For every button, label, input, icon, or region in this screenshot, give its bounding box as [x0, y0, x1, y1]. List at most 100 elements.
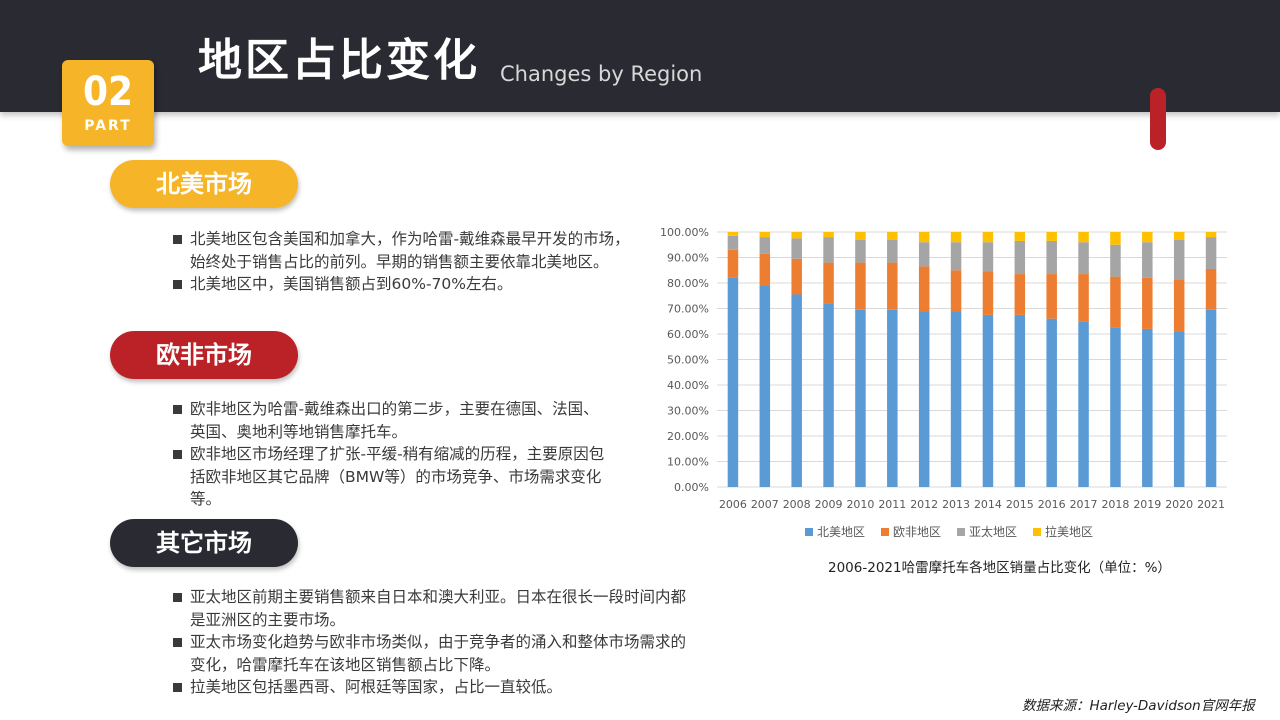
bar-segment	[1205, 237, 1217, 269]
part-number: 02	[82, 69, 134, 115]
bullet-item: 北美地区中，美国销售额占到60%-70%左右。	[173, 273, 633, 296]
bar-segment	[1205, 309, 1217, 487]
bar-segment	[823, 262, 834, 304]
x-tick-label: 2016	[1038, 498, 1066, 511]
legend-label: 欧非地区	[893, 525, 941, 539]
bar-segment	[1014, 240, 1026, 275]
x-tick-label: 2012	[910, 498, 938, 511]
bar-segment	[1142, 277, 1153, 329]
bar-segment	[1173, 279, 1185, 332]
page-title: 地区占比变化	[198, 35, 480, 86]
x-tick-label: 2008	[783, 498, 811, 511]
legend-label: 亚太地区	[969, 524, 1017, 539]
north-america-bullets: 北美地区包含美国和加拿大，作为哈雷-戴维森最早开发的市场，始终处于销售占比的前列…	[173, 228, 633, 296]
section-heading-other-markets: 其它市场	[110, 519, 298, 567]
part-badge: 02 PART	[62, 60, 154, 146]
bar-segment	[727, 249, 739, 278]
y-tick-label: 50.00%	[667, 354, 709, 367]
legend-swatch	[957, 528, 965, 536]
x-tick-label: 2019	[1133, 498, 1161, 511]
bar-segment	[823, 303, 834, 487]
bar-segment	[727, 232, 739, 236]
bar-segment	[727, 277, 739, 487]
x-tick-label: 2011	[878, 498, 906, 511]
bar-segment	[759, 232, 771, 238]
bar-segment	[1078, 321, 1089, 487]
bar-segment	[1078, 274, 1089, 322]
bar-segment	[791, 294, 802, 487]
bar-segment	[791, 232, 802, 239]
bar-segment	[759, 237, 771, 254]
bar-segment	[887, 309, 898, 487]
bar-segment	[1110, 276, 1121, 328]
x-tick-label: 2020	[1165, 498, 1193, 511]
bar-segment	[918, 232, 930, 243]
bar-segment	[727, 235, 739, 250]
bullet-item: 欧非地区市场经理了扩张-平缓-稍有缩减的历程，主要原因包括欧非地区其它品牌（BM…	[173, 443, 613, 511]
bar-segment	[1110, 244, 1121, 277]
bar-segment	[791, 258, 802, 295]
x-tick-label: 2007	[751, 498, 779, 511]
bar-segment	[1205, 268, 1217, 310]
legend-swatch	[1033, 528, 1041, 536]
y-tick-label: 40.00%	[667, 379, 709, 392]
x-tick-label: 2010	[846, 498, 874, 511]
bar-segment	[1142, 242, 1153, 278]
y-tick-label: 10.00%	[667, 456, 709, 469]
bar-segment	[950, 232, 962, 243]
bullet-item: 拉美地区包括墨西哥、阿根廷等国家，占比一直较低。	[173, 676, 693, 699]
header-bar	[0, 0, 1280, 112]
chart-caption: 2006-2021哈雷摩托车各地区销量占比变化（单位：%）	[828, 560, 1171, 576]
bar-segment	[1046, 240, 1057, 275]
bar-segment	[1142, 328, 1153, 487]
bar-segment	[855, 239, 866, 263]
bullet-item: 亚太市场变化趋势与欧非市场类似，由于竞争者的涌入和整体市场需求的变化，哈雷摩托车…	[173, 631, 693, 676]
y-tick-label: 60.00%	[667, 328, 709, 341]
bar-segment	[982, 242, 994, 272]
bar-segment	[759, 285, 771, 487]
y-tick-label: 100.00%	[660, 226, 709, 239]
bar-segment	[1110, 327, 1121, 487]
bar-segment	[1205, 232, 1217, 238]
legend-swatch	[805, 528, 813, 536]
bar-segment	[1173, 239, 1185, 280]
bar-segment	[1046, 274, 1057, 319]
bar-segment	[1173, 331, 1185, 487]
x-tick-label: 2014	[974, 498, 1002, 511]
bar-segment	[1078, 242, 1089, 275]
europe-africa-bullets: 欧非地区为哈雷-戴维森出口的第二步，主要在德国、法国、英国、奥地利等地销售摩托车…	[173, 398, 613, 511]
bar-segment	[918, 266, 930, 312]
bar-segment	[918, 311, 930, 487]
x-tick-label: 2013	[942, 498, 970, 511]
y-tick-label: 30.00%	[667, 405, 709, 418]
bar-segment	[855, 309, 866, 487]
y-tick-label: 70.00%	[667, 303, 709, 316]
x-tick-label: 2006	[719, 498, 747, 511]
bar-segment	[918, 242, 930, 267]
legend-swatch	[881, 528, 889, 536]
x-tick-label: 2018	[1101, 498, 1129, 511]
legend-label: 北美地区	[817, 525, 865, 539]
bar-segment	[1014, 274, 1026, 315]
bar-segment	[823, 232, 834, 238]
bar-segment	[982, 271, 994, 315]
bar-segment	[1046, 318, 1057, 487]
stacked-bar-chart: 0.00% 10.00% 20.00% 30.00% 40.00% 50.00% 60.00…	[660, 226, 1227, 539]
bullet-item: 亚太地区前期主要销售额来自日本和澳大利亚。日本在很长一段时间内都是亚洲区的主要市…	[173, 586, 693, 631]
bar-segment	[1046, 232, 1057, 241]
x-tick-label: 2021	[1197, 498, 1225, 511]
x-tick-label: 2015	[1006, 498, 1034, 511]
bar-segment	[1078, 232, 1089, 243]
bar-segment	[1110, 232, 1121, 245]
other-markets-bullets: 亚太地区前期主要销售额来自日本和澳大利亚。日本在很长一段时间内都是亚洲区的主要市…	[173, 586, 693, 699]
bar-segment	[887, 262, 898, 310]
bullet-item: 北美地区包含美国和加拿大，作为哈雷-戴维森最早开发的市场，始终处于销售占比的前列…	[173, 228, 633, 273]
part-label: PART	[84, 118, 132, 134]
x-tick-label: 2009	[815, 498, 843, 511]
section-heading-europe-africa: 欧非市场	[110, 331, 298, 379]
bar-segment	[982, 232, 994, 243]
bar-segment	[887, 239, 898, 263]
bar-segment	[791, 238, 802, 259]
bullet-item: 欧非地区为哈雷-戴维森出口的第二步，主要在德国、法国、英国、奥地利等地销售摩托车…	[173, 398, 613, 443]
source-note: 数据来源：Harley-Davidson官网年报	[1022, 698, 1255, 714]
